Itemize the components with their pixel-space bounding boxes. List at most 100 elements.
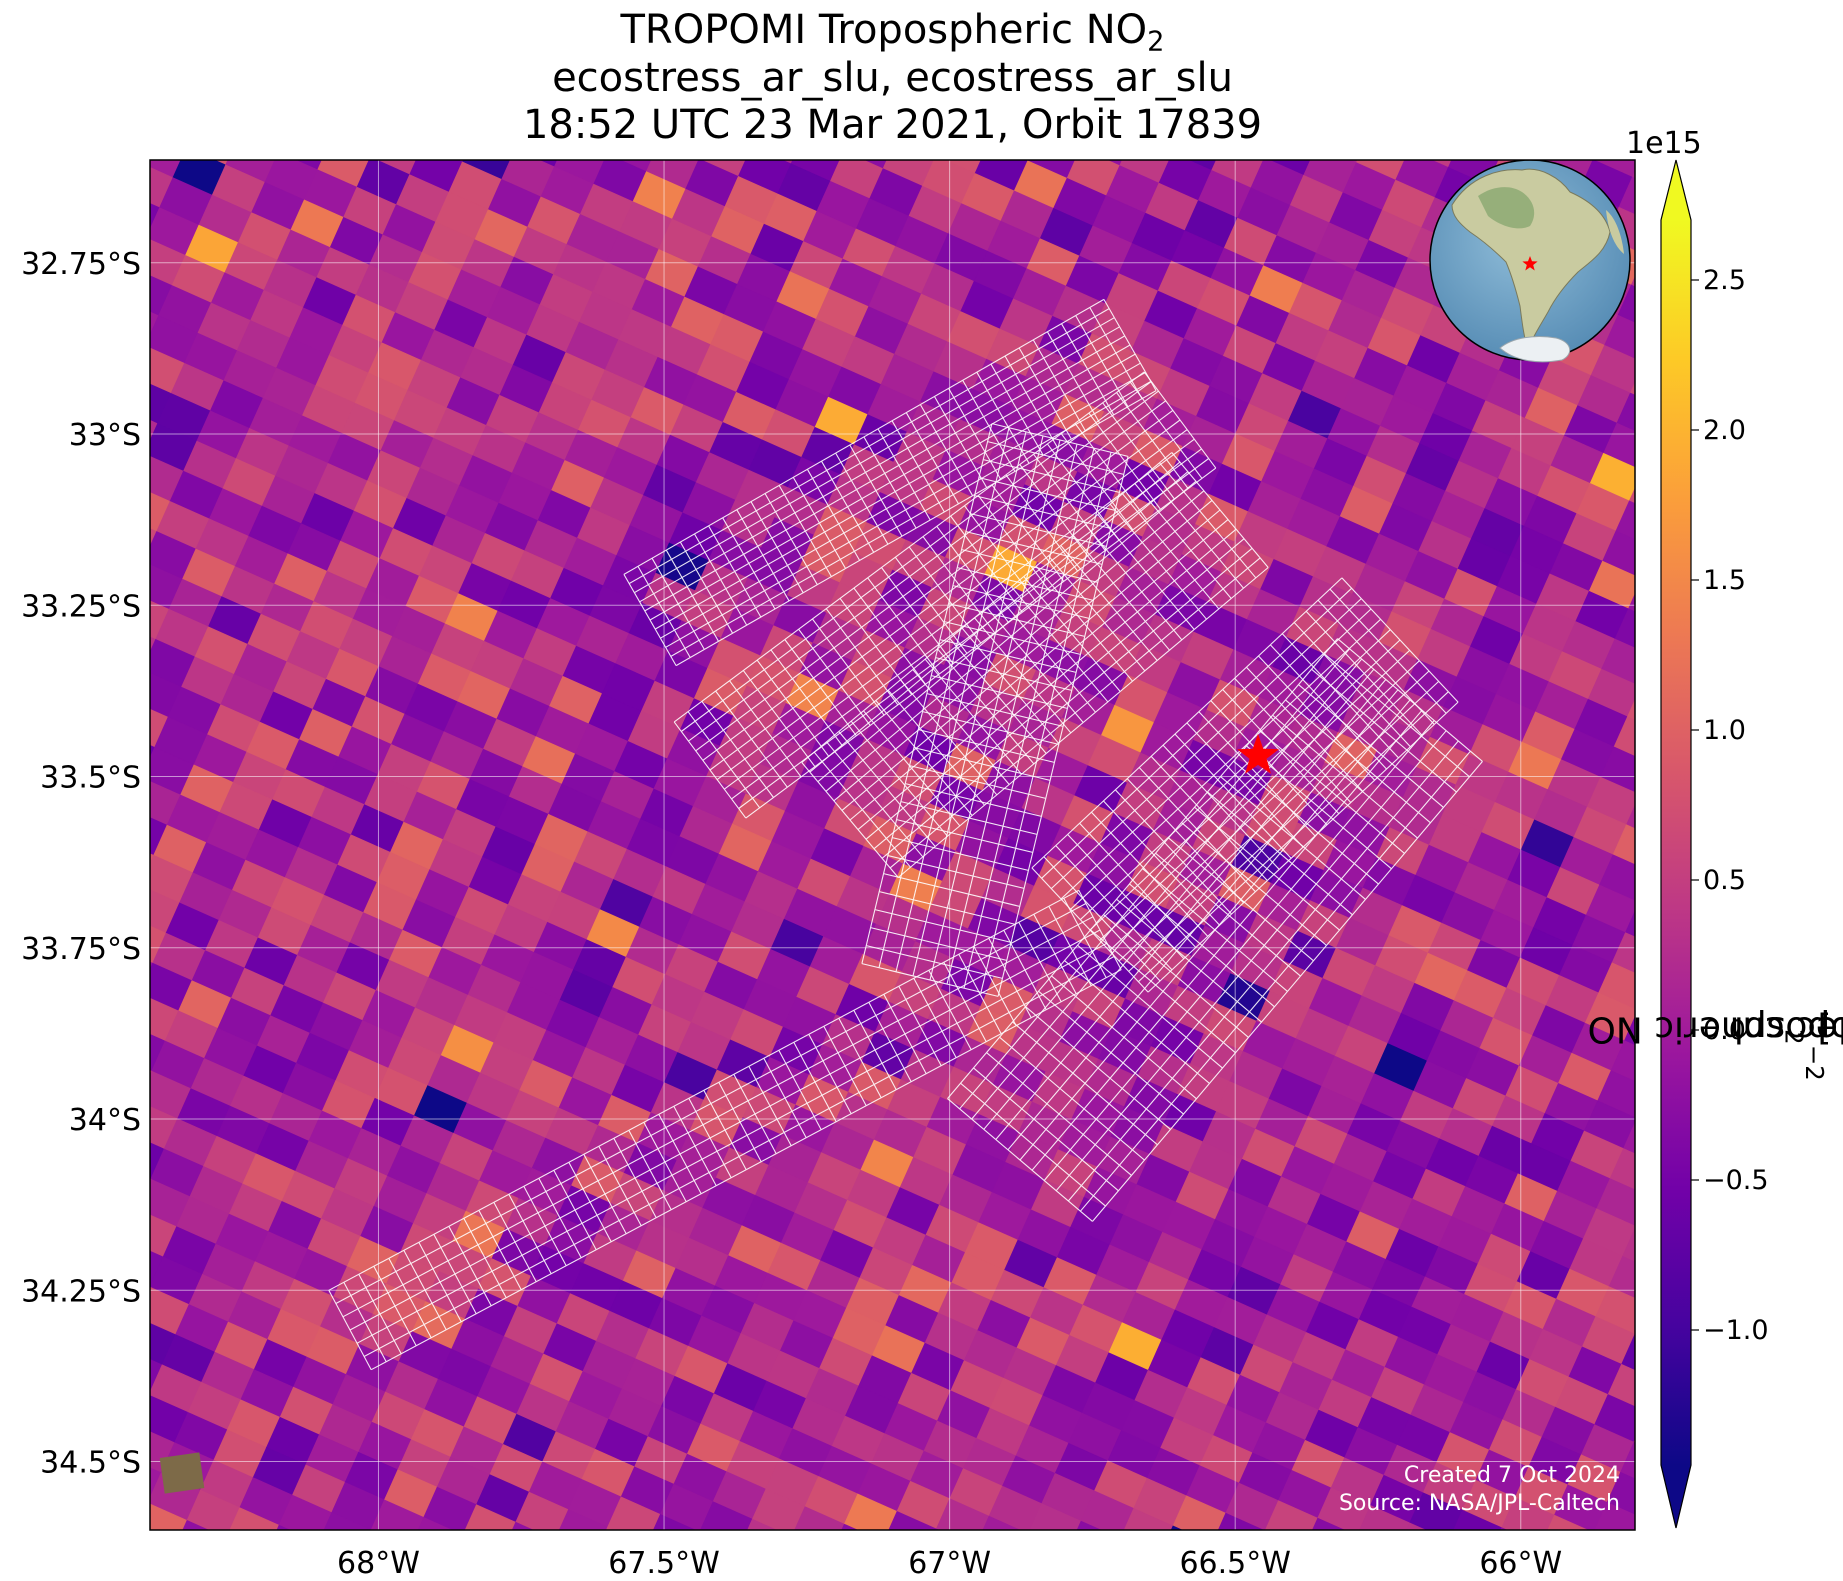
no2-pixel <box>476 102 529 150</box>
no2-pixel <box>581 76 634 124</box>
no2-pixel <box>1330 1566 1383 1581</box>
no2-pixel <box>1409 1492 1463 1530</box>
no2-pixel <box>1133 105 1186 153</box>
no2-pixel <box>1596 1178 1635 1227</box>
no2-pixel <box>200 87 253 135</box>
no2-pixel <box>85 1192 138 1240</box>
no2-pixel <box>1554 112 1607 160</box>
swath-line <box>1109 660 1420 952</box>
swath-line <box>895 431 1027 972</box>
no2-pixel <box>712 99 765 147</box>
no2-pixel <box>96 1378 149 1426</box>
no2-pixel <box>1423 90 1476 138</box>
site-star-marker <box>1237 733 1279 774</box>
colorbar-tick-label: 1.0 <box>1703 715 1746 746</box>
swath-line <box>1070 618 1381 910</box>
swath-line <box>825 480 1197 792</box>
no2-pixel <box>794 1506 845 1530</box>
swath-line <box>1031 709 1423 1171</box>
no2-pixel <box>1600 746 1635 793</box>
no2-pixel <box>370 1499 425 1530</box>
swath-grid <box>623 298 1157 667</box>
swath-grid <box>673 371 1217 819</box>
no2-pixel <box>1622 1227 1635 1263</box>
no2-pixel <box>515 1491 569 1530</box>
no2-pixel <box>747 1518 778 1530</box>
colorbar-tick-label: 2.5 <box>1703 265 1746 296</box>
no2-pixel <box>150 311 159 336</box>
no2-pixel <box>150 1359 163 1393</box>
swath-grid <box>801 452 1269 878</box>
no2-pixel <box>1628 487 1635 504</box>
map-axis-labels: 68°W 67.5°W 67°W 66.5°W 66°W 32.75°S 33°S 33.25… <box>21 247 1562 1581</box>
no2-pixel <box>107 1563 160 1581</box>
no2-pixel <box>1370 102 1423 150</box>
swath-line <box>1060 608 1372 900</box>
no2-pixel <box>1627 698 1635 721</box>
swath-line <box>660 362 1141 639</box>
no2-pixel <box>1624 1015 1635 1046</box>
no2-pixel <box>150 1178 152 1182</box>
no2-pixel <box>213 1538 266 1581</box>
no2-pixel <box>82 1516 135 1564</box>
swath-line <box>809 461 1181 773</box>
globe-site-star <box>1522 256 1538 271</box>
no2-pixel <box>1598 962 1635 1010</box>
no2-pixel <box>804 104 857 152</box>
swath-line <box>897 567 1269 878</box>
no2-pixel <box>659 1483 714 1530</box>
no2-pixel <box>1331 85 1384 133</box>
swath-line <box>675 390 1157 667</box>
no2-pixel <box>568 107 621 155</box>
swath-line <box>628 308 1110 585</box>
no2-pixel <box>1475 77 1528 125</box>
ecostress-swath-outlines <box>328 298 1483 1371</box>
no2-pixel <box>1501 1497 1555 1530</box>
no2-pixel <box>896 108 949 156</box>
no2-pixel <box>95 1485 148 1533</box>
no2-pixel <box>988 1485 1043 1530</box>
swath-line <box>1079 750 1471 1212</box>
no2-pixel <box>660 111 713 159</box>
no2-pixel <box>489 1552 542 1581</box>
no2-pixel <box>1623 1121 1635 1154</box>
swath-line <box>723 438 1195 790</box>
colorbar-tick-label: 1.5 <box>1703 565 1746 596</box>
swath-line <box>1099 649 1411 941</box>
no2-pixel <box>81 143 134 191</box>
no2-pixel <box>87 976 140 1024</box>
no2-pixel <box>186 1489 241 1530</box>
no2-pixel <box>1612 824 1635 865</box>
terrain-patch <box>159 1452 205 1494</box>
swath-line <box>1007 689 1399 1151</box>
no2-pixel <box>70 1330 123 1378</box>
no2-pixel <box>437 84 490 132</box>
no2-pixel <box>1406 1522 1427 1530</box>
colorbar-ticks: −1.0 −0.5 0.0 0.5 1.0 1.5 2.0 2.5 <box>1691 265 1769 1346</box>
no2-pixel <box>888 1511 937 1530</box>
swath-line <box>370 969 1122 1371</box>
no2-pixel <box>818 1554 871 1581</box>
no2-pixel <box>90 652 143 700</box>
no2-pixel <box>1547 1514 1589 1530</box>
no2-pixel <box>67 281 120 329</box>
swath-line <box>335 903 1087 1304</box>
no2-pixel <box>68 1546 121 1581</box>
swath-line <box>654 353 1136 630</box>
no2-pixel <box>1001 1564 1054 1581</box>
colorbar-tick-label: −0.5 <box>1703 1165 1769 1196</box>
no2-pixel <box>292 92 345 140</box>
swath-line <box>623 298 1105 575</box>
swath-line <box>1050 598 1362 890</box>
no2-pixel <box>252 1555 305 1581</box>
lon-tick-label: 66°W <box>1479 1546 1562 1581</box>
swath-line <box>673 371 1145 723</box>
no2-pixel <box>1630 275 1635 287</box>
no2-pixel <box>1620 1441 1635 1480</box>
no2-pixel <box>1264 1500 1319 1530</box>
no2-pixel <box>1607 1363 1635 1407</box>
no2-pixel <box>607 1496 661 1530</box>
no2-pixel <box>1618 176 1635 215</box>
swath-line <box>861 423 993 964</box>
